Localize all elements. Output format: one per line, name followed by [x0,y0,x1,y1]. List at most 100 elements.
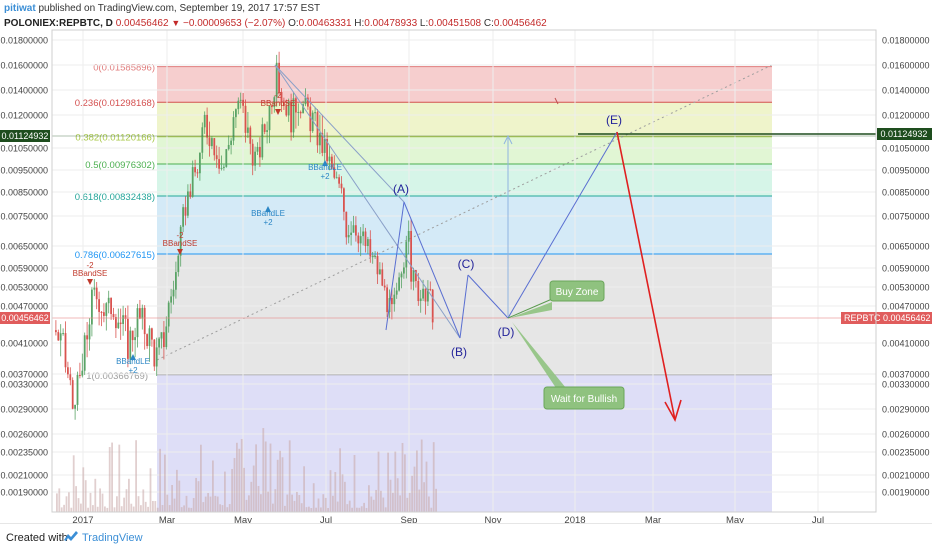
y-tick-left: 0.00235000 [0,448,48,458]
author-name[interactable]: pitiwat [4,3,36,14]
candle-body [367,239,369,247]
volume-bar [123,497,125,512]
volume-bar [432,442,435,512]
volume-bar [70,507,73,512]
candle-body [127,318,129,359]
candle-body [302,104,304,114]
y-tick-right: 0.01050000 [882,144,930,154]
volume-bar [317,498,320,512]
y-tick-right: 0.00290000 [882,405,930,415]
drawings[interactable]: 0.01124932 0.01124932 0.00456462 REPBTC 0.0… [0,64,932,423]
price-tag-right-text: REPBTC 0.00456462 [844,313,931,323]
volume-bar [176,469,178,512]
volume-bar [207,493,209,512]
signal-down-arrow-icon [177,249,183,255]
candle-body [374,256,376,258]
volume-bar [212,460,214,512]
y-tick-left: 0.01200000 [0,111,48,121]
volume-bar [296,491,298,512]
volume-bar [274,489,277,512]
x-tick: Sep [401,515,418,526]
candle-body [110,297,112,315]
volume-bar [310,508,313,512]
volume-bar [255,444,257,512]
volume-bar [60,507,63,512]
candle-body [57,332,60,341]
volume-bar [106,507,109,512]
volume-bar [92,505,94,512]
candle-body [158,338,160,348]
candle-body [189,191,192,197]
volume-bar [334,472,337,512]
volume-bar [156,507,159,512]
y-tick-left: 0.00950000 [0,166,48,176]
y-tick-left: 0.00260000 [0,430,48,440]
volume-bar [144,501,147,512]
fib-label-0.5: 0.5(0.00976302) [85,160,155,171]
volume-bar [365,507,368,512]
candle-body [319,133,321,146]
wait-text: Wait for Bullish [551,394,617,405]
candle-body [208,137,211,147]
candle-body [295,98,297,113]
y-tick-right: 0.00190000 [882,488,930,498]
volume-bar [396,478,399,512]
close-value: 0.00456462 [493,18,547,29]
y-tick-left: 0.00290000 [0,405,48,415]
volume-bar [77,498,80,512]
volume-bar [425,461,428,512]
candle-body [184,207,187,216]
candle-body [251,143,254,166]
wave-line [507,131,618,319]
signal-label: BBandLE [251,209,285,218]
candle-body [62,333,64,335]
volume-bar [293,500,296,512]
volume-bar [408,492,411,512]
candle-body [67,367,69,375]
volume-bar [238,448,241,512]
volume-bar [394,451,397,512]
volume-bar [262,428,265,512]
fib-zone-0.236 [157,102,772,137]
volume-bar [353,455,356,512]
y-tick-right: 0.01200000 [882,111,930,121]
volume-bar [82,467,85,512]
candle-body [242,99,244,106]
tradingview-brand[interactable]: TradingView [82,532,143,544]
y-tick-right: 0.00210000 [882,471,930,481]
volume-bar [233,457,236,512]
fib-zone-0.5 [157,163,772,197]
candle-body [117,322,120,329]
candle-body [359,236,362,244]
signal-down-arrow-icon [87,279,93,285]
y-tick-right: 0.00750000 [882,212,930,222]
volume-bar [164,454,166,512]
candle-body [345,211,348,238]
candle-body [410,230,412,282]
volume-bar [387,452,389,512]
volume-bar [87,507,89,512]
volume-bar [152,500,154,512]
candle-body [100,311,103,313]
high-value: 0.00478933 [364,18,418,29]
volume-bar [423,482,425,512]
candle-body [139,308,141,319]
candle-body [417,280,420,302]
target-arrow-head [503,134,513,145]
candle-body [163,332,165,348]
candle-body [407,230,410,242]
axes: 0.01800000 0.01800000 0.01600000 0.01600000… [0,29,930,526]
volume-bar [130,503,133,512]
candle-body [400,273,403,278]
volume-bar [159,448,161,512]
x-tick: Nov [485,515,502,526]
small-mark [554,97,559,105]
candle-body [398,277,400,291]
y-tick-left: 0.00590000 [0,264,48,274]
volume-bar [257,485,260,512]
candle-body [98,299,100,312]
candle-body [379,269,381,275]
candle-body [165,326,168,348]
signal-label: BBandLE [116,357,150,366]
